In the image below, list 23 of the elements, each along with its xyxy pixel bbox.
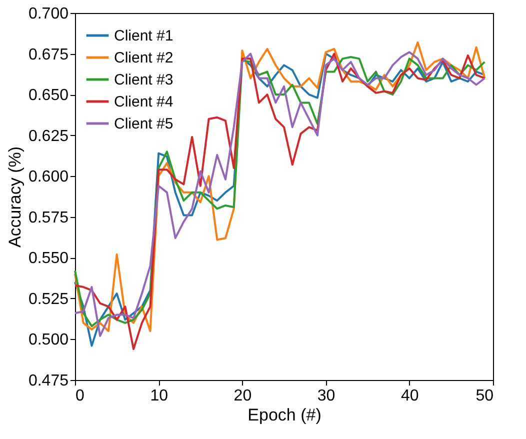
y-tick-label: 0.625 [28, 128, 69, 145]
x-tick-label: 40 [401, 388, 419, 404]
x-tick-label: 0 [76, 388, 84, 404]
y-tick-label: 0.525 [28, 290, 69, 308]
legend-label: Client #2 [114, 50, 174, 66]
legend-label: Client #4 [114, 94, 174, 110]
y-tick-label: 0.675 [28, 46, 69, 64]
y-axis-title: Accuracy (%) [5, 146, 24, 248]
x-tick-label: 10 [150, 388, 168, 404]
y-tick-label: 0.500 [28, 332, 69, 349]
y-tick-label: 0.550 [28, 250, 69, 268]
y-tick-label: 0.475 [28, 372, 69, 390]
y-tick-label: 0.700 [28, 6, 69, 22]
y-tick-label: 0.650 [28, 87, 69, 104]
x-tick-label: 50 [476, 388, 494, 404]
legend-label: Client #5 [114, 116, 174, 132]
y-tick-label: 0.575 [28, 209, 69, 226]
x-tick-label: 20 [234, 388, 252, 404]
x-axis-title: Epoch (#) [248, 406, 322, 424]
legend-label: Client #3 [114, 72, 174, 88]
legend-label: Client #1 [114, 28, 174, 44]
x-tick-label: 30 [317, 388, 336, 404]
y-tick-label: 0.600 [28, 168, 69, 186]
